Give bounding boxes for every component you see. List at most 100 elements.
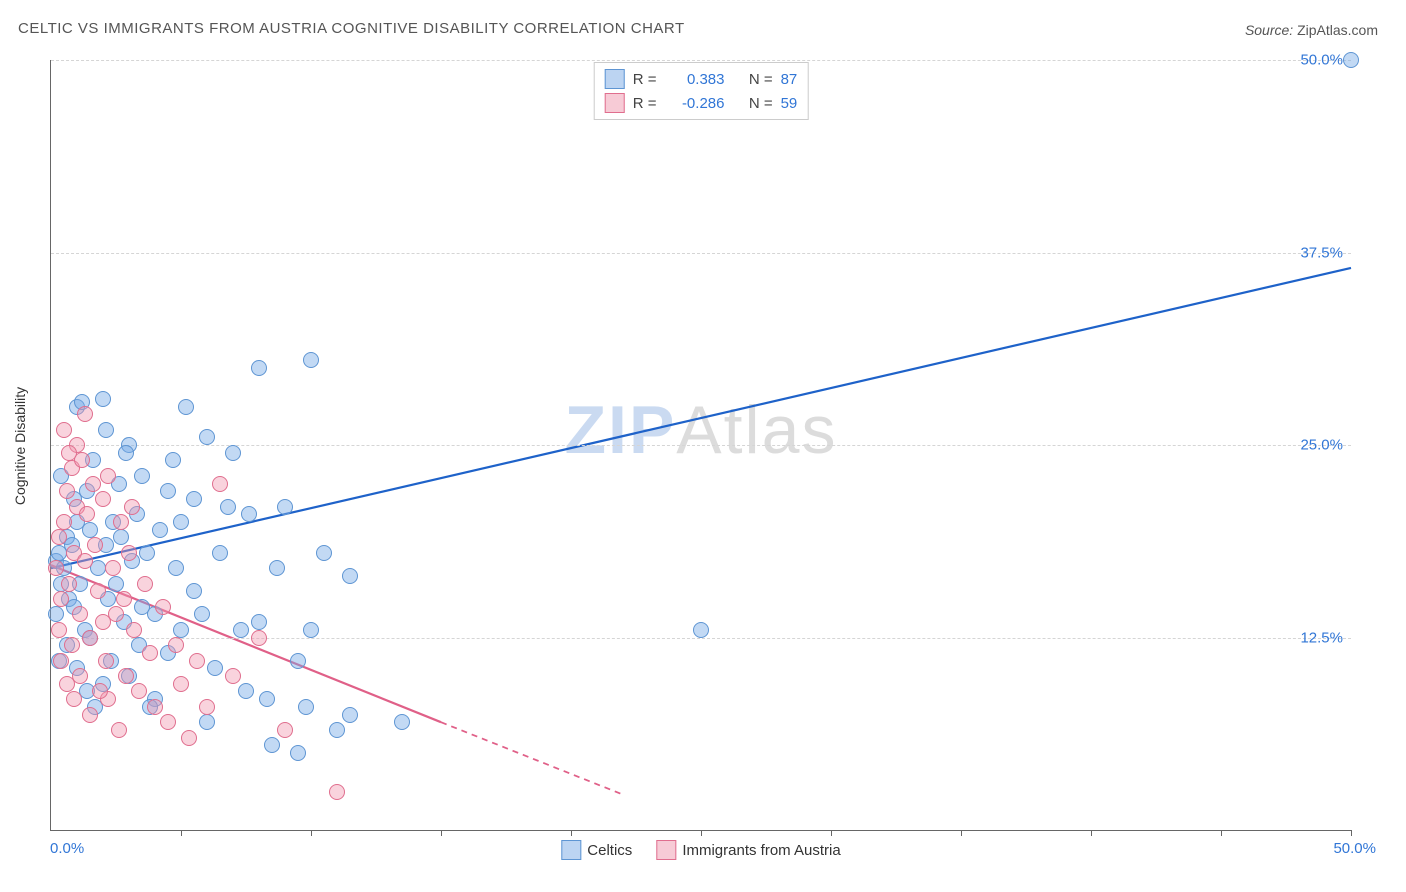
x-tick-mark [181,830,182,836]
celtics-point [290,653,306,669]
celtics-point [194,606,210,622]
celtics-point [113,529,129,545]
x-axis-max-label: 50.0% [1333,840,1376,857]
austria-point [56,514,72,530]
celtics-point [212,545,228,561]
celtics-point [1343,52,1359,68]
austria-point [51,529,67,545]
celtics-point [82,522,98,538]
correlation-legend-row-celtics: R = 0.383 N = 87 [605,67,798,91]
austria-point [53,653,69,669]
austria-point [90,583,106,599]
celtics-n-value: 87 [781,71,798,88]
celtics-point [134,599,150,615]
austria-point [160,714,176,730]
austria-point [113,514,129,530]
y-tick-label: 12.5% [1300,629,1343,646]
x-tick-mark [1091,830,1092,836]
austria-point [131,683,147,699]
grid-line [51,60,1351,61]
celtics-r-value: 0.383 [664,71,724,88]
austria-swatch [605,93,625,113]
celtics-point [207,660,223,676]
austria-swatch-icon [656,840,676,860]
source-attribution: Source: ZipAtlas.com [1245,22,1378,38]
celtics-point [95,391,111,407]
celtics-point [693,622,709,638]
celtics-point [233,622,249,638]
austria-point [137,576,153,592]
austria-point [87,537,103,553]
austria-point [77,406,93,422]
x-tick-mark [1221,830,1222,836]
celtics-point [277,499,293,515]
austria-point [100,468,116,484]
celtics-point [199,429,215,445]
austria-r-value: -0.286 [664,95,724,112]
n-prefix: N = [749,95,773,112]
celtics-point [160,483,176,499]
austria-point [277,722,293,738]
celtics-point [199,714,215,730]
r-prefix: R = [633,71,657,88]
y-tick-label: 50.0% [1300,52,1343,69]
austria-point [105,560,121,576]
celtics-point [251,360,267,376]
austria-point [212,476,228,492]
chart-title: CELTIC VS IMMIGRANTS FROM AUSTRIA COGNIT… [18,20,685,37]
austria-point [61,445,77,461]
celtics-point [165,452,181,468]
celtics-point [316,545,332,561]
celtics-swatch-icon [561,840,581,860]
x-tick-mark [831,830,832,836]
austria-point [142,645,158,661]
austria-point [72,606,88,622]
celtics-point [152,522,168,538]
grid-line [51,445,1351,446]
y-tick-label: 37.5% [1300,244,1343,261]
austria-point [111,722,127,738]
austria-point [51,622,67,638]
austria-point [118,668,134,684]
celtics-point [303,622,319,638]
celtics-point [139,545,155,561]
celtics-point [173,622,189,638]
celtics-point [238,683,254,699]
celtics-series-label: Celtics [587,842,632,859]
austria-point [121,545,137,561]
celtics-point [241,506,257,522]
celtics-point [48,606,64,622]
celtics-point [220,499,236,515]
x-tick-mark [441,830,442,836]
n-prefix: N = [749,71,773,88]
austria-point [173,676,189,692]
austria-point [77,553,93,569]
r-prefix: R = [633,95,657,112]
austria-point [64,637,80,653]
chart-plot-area: ZIPAtlas R = 0.383 N = 87 R = -0.286 N =… [50,60,1351,831]
celtics-point [186,583,202,599]
y-tick-label: 25.0% [1300,437,1343,454]
celtics-point [303,352,319,368]
austria-n-value: 59 [781,95,798,112]
austria-point [98,653,114,669]
source-value: ZipAtlas.com [1297,22,1378,38]
grid-line [51,253,1351,254]
celtics-point [168,560,184,576]
austria-point [61,576,77,592]
series-legend: Celtics Immigrants from Austria [561,840,840,860]
x-tick-mark [701,830,702,836]
celtics-point [134,468,150,484]
austria-point [181,730,197,746]
austria-point [56,422,72,438]
austria-point [329,784,345,800]
celtics-swatch [605,69,625,89]
correlation-legend: R = 0.383 N = 87 R = -0.286 N = 59 [594,62,809,120]
austria-point [66,691,82,707]
austria-point [59,483,75,499]
source-label: Source: [1245,22,1293,38]
austria-point [53,591,69,607]
austria-point [48,560,64,576]
austria-point [79,506,95,522]
celtics-point [264,737,280,753]
